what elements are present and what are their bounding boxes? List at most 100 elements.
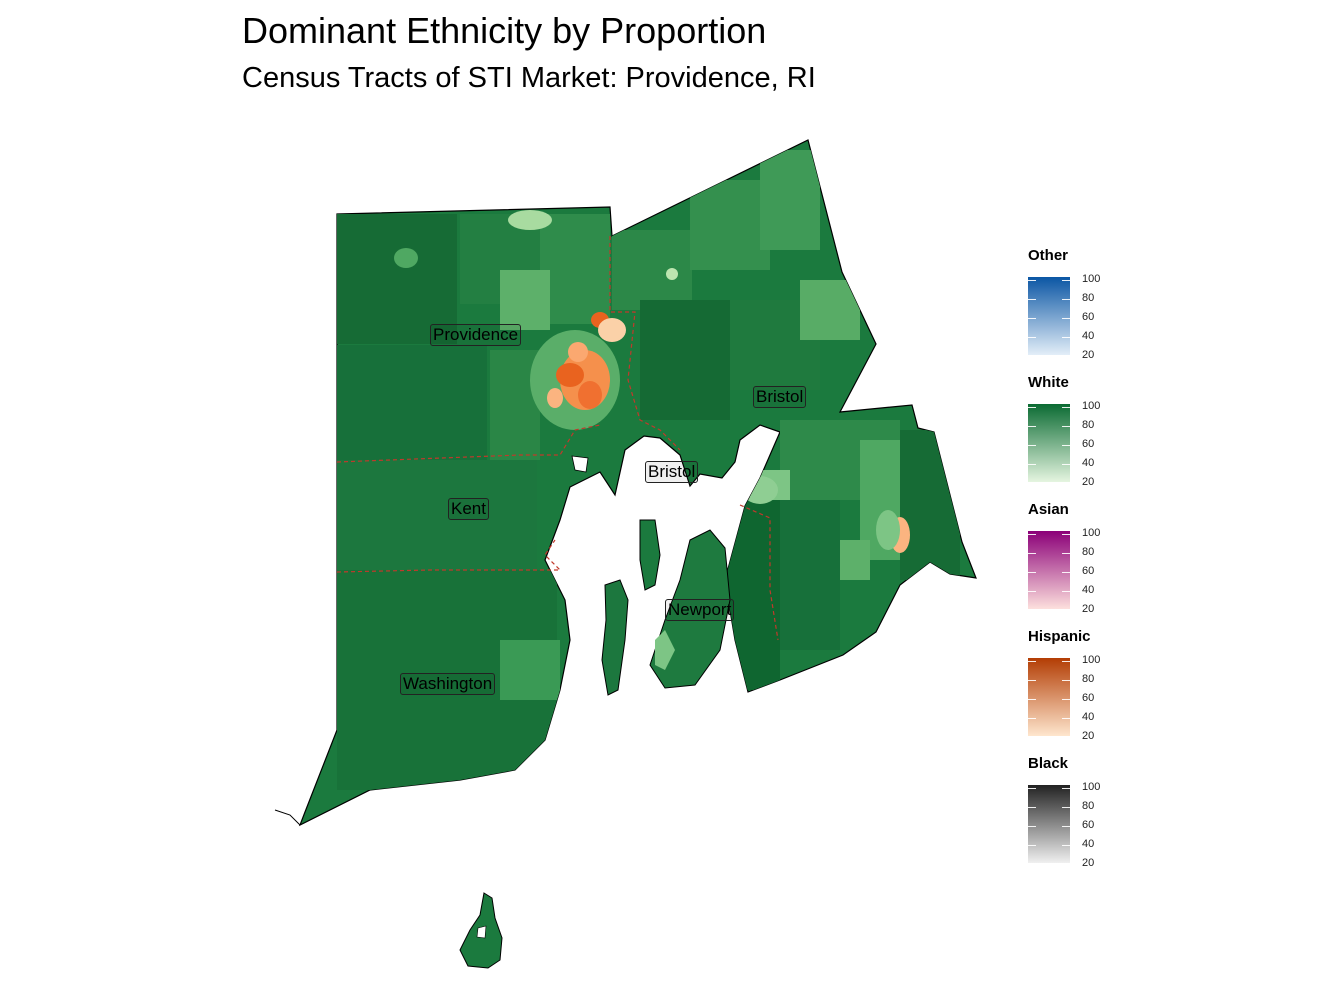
legend-tick-mark [1062,553,1070,554]
legend-title-hispanic: Hispanic [1028,628,1091,645]
legend-other: Other 100 80 60 40 20 [1028,246,1138,373]
legend-black: Black 100 80 60 40 20 [1028,754,1138,881]
legend-tick-20: 20 [1082,603,1095,615]
legend-tick-mark [1062,483,1070,484]
legend-tick-mark [1062,407,1070,408]
legend-tick-mark [1062,737,1070,738]
legend-tick-mark [1062,788,1070,789]
legend-asian: Asian 100 80 60 40 20 [1028,500,1138,627]
legend-tick-mark [1028,737,1036,738]
legend-tick-mark [1062,299,1070,300]
county-label-newport: Newport [665,599,735,621]
legend-tick-mark [1028,464,1036,465]
legend-tick-80: 80 [1082,292,1095,304]
legend-title-white: White [1028,374,1069,391]
legend-tick-mark [1028,826,1036,827]
legend-tick-40: 40 [1082,711,1095,723]
legend-tick-mark [1062,864,1070,865]
legend-tick-60: 60 [1082,565,1095,577]
legend-tick-40: 40 [1082,330,1095,342]
legend-tick-40: 40 [1082,457,1095,469]
legend-tick-mark [1028,718,1036,719]
legend-tick-mark [1028,534,1036,535]
legend-tick-mark [1028,553,1036,554]
legend-tick-mark [1028,591,1036,592]
county-label-bristol: Bristol [645,461,699,483]
legend-title-asian: Asian [1028,501,1069,518]
legend-tick-100: 100 [1082,273,1101,285]
legend-tick-mark [1062,845,1070,846]
county-label-bristol-east: Bristol [753,386,807,408]
legend-tick-mark [1062,464,1070,465]
legend-tick-mark [1062,591,1070,592]
legend-tick-60: 60 [1082,438,1095,450]
legend-tick-mark [1062,534,1070,535]
county-borders [336,236,779,641]
legend-bar-hispanic [1028,658,1070,738]
legend-tick-mark [1028,845,1036,846]
legend-tick-mark [1062,280,1070,281]
county-label-washington: Washington [400,673,496,695]
legend-tick-mark [1062,318,1070,319]
legend-tick-mark [1062,826,1070,827]
legend-tick-mark [1028,864,1036,865]
legend-title-other: Other [1028,247,1069,264]
legend-tick-100: 100 [1082,527,1101,539]
legend-tick-100: 100 [1082,654,1101,666]
legend-tick-mark [1062,337,1070,338]
conanicut-island [601,579,629,696]
legend-tick-mark [1028,572,1036,573]
legend-tick-mark [1062,572,1070,573]
legend-tick-40: 40 [1082,838,1095,850]
newport-city-tracts [655,630,675,670]
legend-tick-mark [1062,661,1070,662]
legend-tick-mark [1062,426,1070,427]
county-label-providence: Providence [430,324,522,346]
legend-tick-mark [1028,280,1036,281]
legend-tick-mark [1062,718,1070,719]
legend-tick-mark [1028,356,1036,357]
legend-tick-60: 60 [1082,692,1095,704]
legend-tick-80: 80 [1082,800,1095,812]
legend-tick-80: 80 [1082,673,1095,685]
legend-tick-20: 20 [1082,857,1095,869]
legend-tick-mark [1028,426,1036,427]
map-subtitle: Census Tracts of STI Market: Providence,… [242,62,816,94]
legend-tick-20: 20 [1082,349,1095,361]
legend-bar-asian [1028,531,1070,611]
lake [571,455,589,473]
county-label-kent: Kent [448,498,489,520]
legend-tick-mark [1028,610,1036,611]
legend-tick-100: 100 [1082,781,1101,793]
legend-hispanic: Hispanic 100 80 60 40 20 [1028,627,1138,754]
legend-tick-100: 100 [1082,400,1101,412]
legend-tick-80: 80 [1082,546,1095,558]
legend-tick-mark [1028,299,1036,300]
legend-tick-mark [1028,699,1036,700]
legend-tick-mark [1028,788,1036,789]
tract-shading [337,150,960,790]
legend-bar-black [1028,785,1070,865]
legend-tick-20: 20 [1082,730,1095,742]
legend-tick-mark [1062,445,1070,446]
legend-tick-mark [1062,680,1070,681]
legend-tick-mark [1028,407,1036,408]
legend-tick-mark [1028,445,1036,446]
legend-tick-mark [1028,680,1036,681]
legend-tick-mark [1028,807,1036,808]
legend-tick-mark [1028,318,1036,319]
map-title: Dominant Ethnicity by Proportion [242,10,767,51]
legend-tick-60: 60 [1082,819,1095,831]
legend: Other 100 80 60 40 20 White 100 80 60 40… [1028,246,1138,881]
legend-white: White 100 80 60 40 20 [1028,373,1138,500]
legend-bar-other [1028,277,1070,357]
legend-tick-mark [1028,337,1036,338]
legend-tick-mark [1062,699,1070,700]
legend-tick-mark [1028,661,1036,662]
legend-tick-mark [1062,610,1070,611]
legend-tick-mark [1028,483,1036,484]
prudence-island [639,519,661,591]
legend-bar-white [1028,404,1070,484]
legend-tick-60: 60 [1082,311,1095,323]
legend-tick-mark [1062,807,1070,808]
